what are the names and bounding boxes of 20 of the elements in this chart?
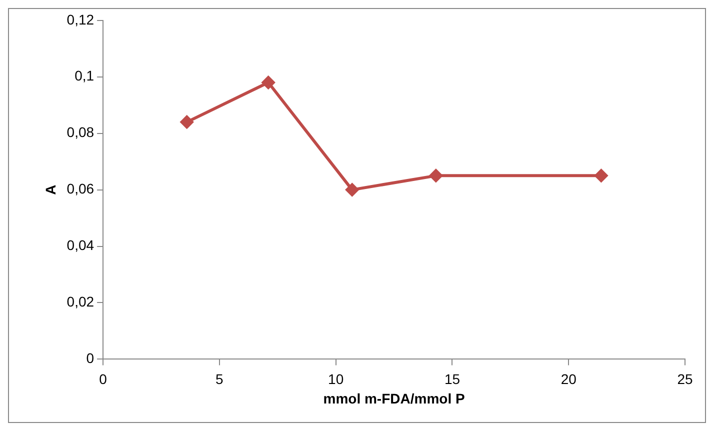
x-tick-label: 20 xyxy=(560,371,577,388)
y-tick-label: 0,02 xyxy=(66,294,94,310)
point xyxy=(429,169,442,182)
y-tick-label: 0,1 xyxy=(74,68,94,84)
y-tick-label: 0,04 xyxy=(66,237,94,254)
y-tick-label: 0,08 xyxy=(66,124,94,140)
point xyxy=(180,116,194,129)
y-axis-title: A xyxy=(42,184,58,195)
y-tick-label: 0,06 xyxy=(66,180,94,197)
y-tick-label: 0,12 xyxy=(66,11,94,28)
x-tick-label: 25 xyxy=(677,371,693,388)
x-tick-label: 5 xyxy=(216,371,224,388)
x-axis-title: mmol m-FDA/mmol P xyxy=(323,390,465,406)
point xyxy=(262,76,275,90)
x-tick-label: 10 xyxy=(328,371,344,388)
x-tick-label: 0 xyxy=(99,371,108,388)
x-tick-label: 15 xyxy=(444,371,460,388)
point xyxy=(594,169,608,182)
y-tick-label: 0 xyxy=(86,350,94,366)
point xyxy=(346,183,359,196)
